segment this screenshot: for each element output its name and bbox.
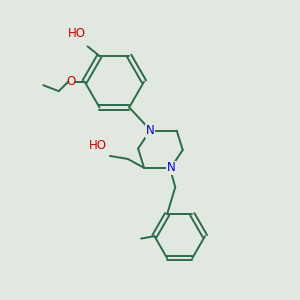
- Text: HO: HO: [88, 140, 106, 152]
- Text: N: N: [167, 161, 175, 174]
- Text: N: N: [146, 124, 154, 137]
- Text: O: O: [67, 75, 76, 88]
- Text: HO: HO: [68, 27, 86, 40]
